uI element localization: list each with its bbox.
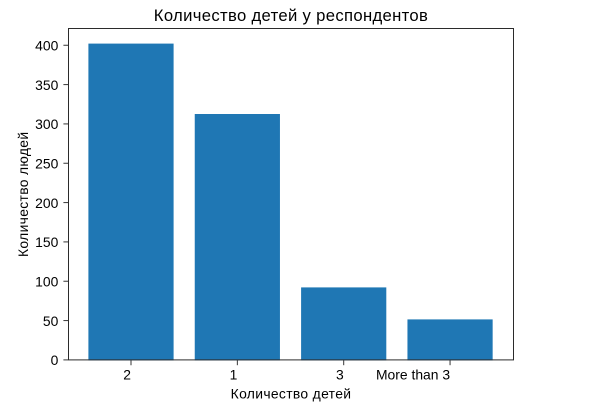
svg-text:3: 3 xyxy=(336,366,344,382)
svg-text:50: 50 xyxy=(43,313,59,329)
svg-text:2: 2 xyxy=(123,366,131,382)
svg-text:Количество детей: Количество детей xyxy=(231,386,352,402)
svg-text:More than 3: More than 3 xyxy=(376,366,450,382)
svg-text:400: 400 xyxy=(35,38,58,54)
svg-text:100: 100 xyxy=(35,274,58,290)
svg-text:Количество людей: Количество людей xyxy=(15,132,31,257)
svg-text:200: 200 xyxy=(35,195,58,211)
svg-text:Количество детей у респонденто: Количество детей у респондентов xyxy=(154,6,428,25)
svg-text:300: 300 xyxy=(35,116,58,132)
svg-text:250: 250 xyxy=(35,156,58,172)
svg-text:1: 1 xyxy=(230,366,238,382)
svg-text:0: 0 xyxy=(51,352,59,368)
svg-text:150: 150 xyxy=(35,234,58,250)
svg-text:350: 350 xyxy=(35,77,58,93)
